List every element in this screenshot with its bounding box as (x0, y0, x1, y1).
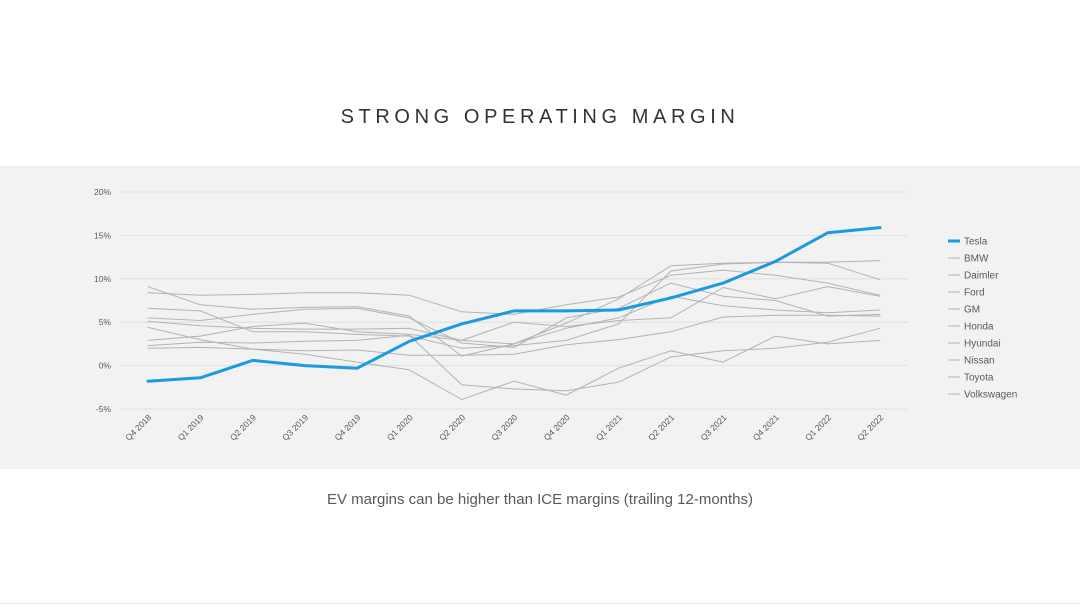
x-tick-label: Q1 2021 (594, 412, 624, 442)
series-lines (146, 226, 882, 400)
y-axis-ticks: -5% 0% 5% 10% 15% 20% (94, 187, 111, 414)
x-tick-label: Q2 2021 (646, 412, 676, 442)
chart-panel: -5% 0% 5% 10% 15% 20% Q4 2018 Q1 2019 Q2 2019 Q3… (0, 166, 1080, 469)
y-tick-label: -5% (96, 404, 112, 414)
series-line-toyota (147, 261, 881, 349)
x-tick-label: Q3 2019 (280, 412, 310, 442)
footer-divider (0, 603, 1080, 604)
legend-label-toyota: Toyota (964, 373, 994, 384)
x-tick-label: Q2 2022 (855, 412, 885, 442)
x-tick-label: Q2 2020 (437, 412, 467, 442)
line-chart: -5% 0% 5% 10% 15% 20% Q4 2018 Q1 2019 Q2 2019 Q3… (94, 187, 1017, 442)
x-tick-label: Q4 2018 (123, 412, 153, 442)
legend-label-nissan: Nissan (964, 356, 995, 367)
page-title: STRONG OPERATING MARGIN (340, 106, 740, 128)
chart-caption: EV margins can be higher than ICE margin… (326, 491, 754, 508)
legend-label-ford: Ford (964, 288, 985, 299)
series-line-daimler (147, 269, 881, 315)
y-tick-label: 15% (94, 230, 111, 240)
y-tick-label: 10% (94, 274, 111, 284)
x-tick-label: Q4 2020 (542, 412, 572, 442)
y-tick-label: 20% (94, 187, 111, 197)
legend-label-hyundai: Hyundai (964, 339, 1001, 350)
legend-label-volkswagen: Volkswagen (964, 390, 1017, 401)
x-tick-label: Q4 2021 (751, 412, 781, 442)
legend-label-honda: Honda (964, 322, 994, 333)
y-tick-label: 5% (99, 317, 112, 327)
series-line-gm (147, 282, 881, 348)
y-tick-label: 0% (99, 361, 112, 371)
legend-label-bmw: BMW (964, 254, 989, 265)
series-line-tesla (146, 226, 882, 383)
x-tick-label: Q3 2021 (698, 412, 728, 442)
x-tick-label: Q2 2019 (228, 412, 258, 442)
x-tick-label: Q1 2022 (803, 412, 833, 442)
legend-label-tesla: Tesla (964, 237, 988, 248)
series-line-honda (147, 295, 881, 345)
series-line-hyundai (147, 314, 881, 356)
x-tick-label: Q1 2019 (176, 412, 206, 442)
grid-lines (120, 191, 908, 410)
x-axis-ticks: Q4 2018 Q1 2019 Q2 2019 Q3 2019 Q4 2019 Q1 20… (123, 412, 885, 442)
x-tick-label: Q4 2019 (332, 412, 362, 442)
x-tick-label: Q3 2020 (489, 412, 519, 442)
series-line-nissan (147, 326, 881, 400)
legend: Tesla BMW Daimler Ford GM Honda Hyundai Nissan T… (948, 237, 1017, 401)
legend-label-daimler: Daimler (964, 271, 999, 282)
series-line-ford (147, 327, 881, 392)
legend-label-gm: GM (964, 305, 980, 316)
x-tick-label: Q1 2020 (385, 412, 415, 442)
series-line-volkswagen (147, 286, 881, 341)
